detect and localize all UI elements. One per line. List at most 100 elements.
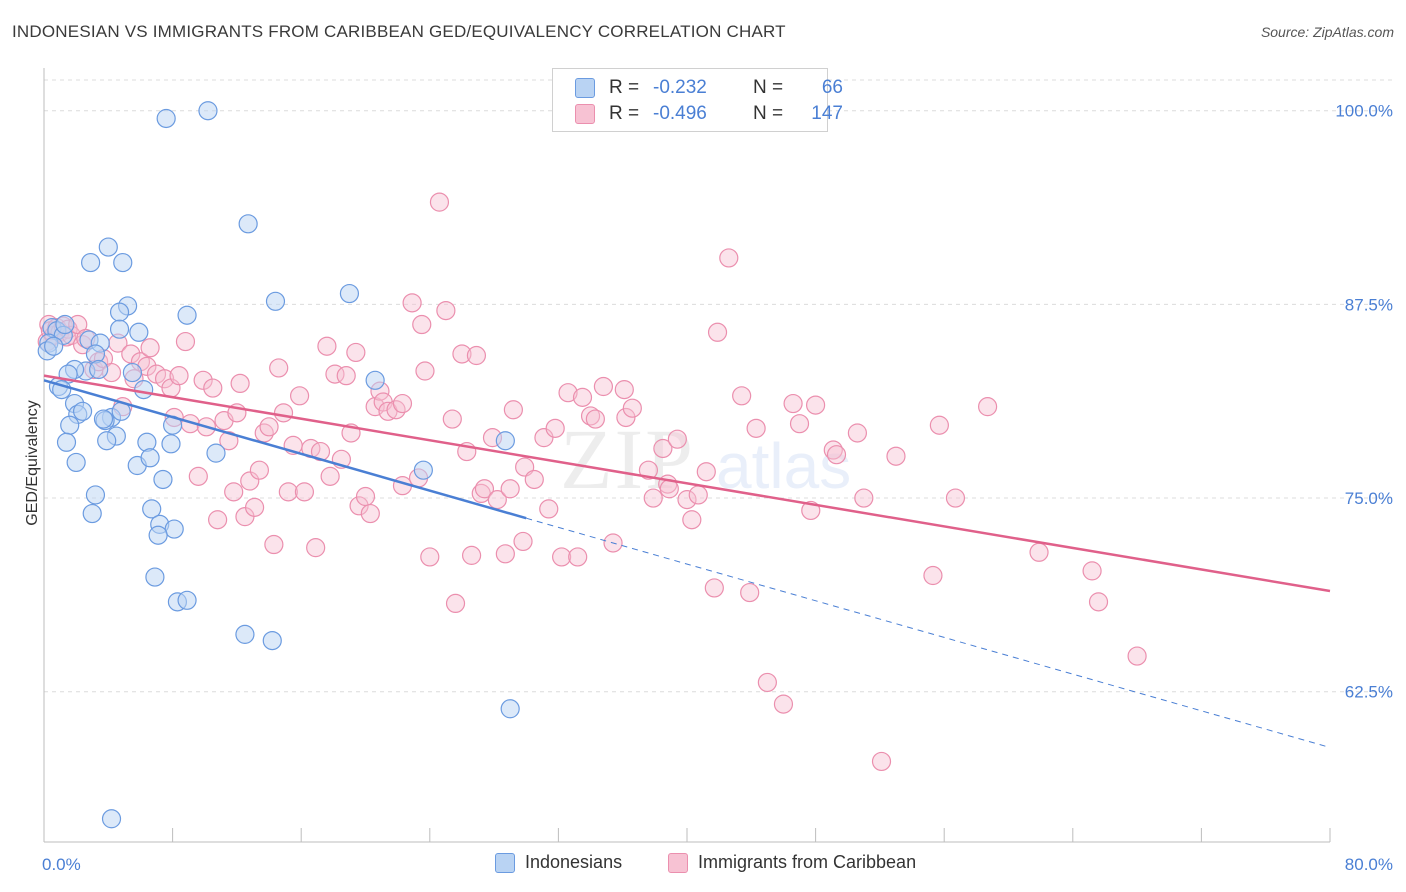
legend-item-indonesians: Indonesians — [495, 852, 622, 873]
data-point-caribbean — [585, 409, 605, 429]
data-point-indonesian — [177, 305, 197, 325]
data-point-indonesian — [56, 432, 77, 452]
data-point-caribbean — [746, 418, 766, 438]
data-point-caribbean — [289, 386, 310, 406]
data-point-caribbean — [175, 331, 196, 352]
data-point-caribbean — [552, 547, 572, 567]
x-tick-label: 80.0% — [1345, 855, 1393, 874]
data-point-indonesian — [85, 485, 106, 505]
data-point-caribbean — [429, 192, 450, 212]
data-point-caribbean — [1082, 561, 1102, 581]
data-point-indonesian — [93, 409, 114, 429]
legend-swatch-blue — [495, 852, 515, 873]
data-point-caribbean — [732, 386, 752, 406]
data-point-caribbean — [269, 358, 289, 378]
data-point-indonesian — [198, 101, 218, 121]
data-point-caribbean — [264, 534, 284, 555]
data-point-caribbean — [677, 490, 697, 510]
trend-lines — [43, 374, 1331, 748]
data-point-caribbean — [667, 429, 687, 449]
data-point-caribbean — [121, 344, 141, 364]
data-point-caribbean — [445, 593, 466, 614]
data-point-indonesian — [44, 336, 64, 356]
trend-line-caribbean — [43, 374, 1331, 593]
data-point-caribbean — [461, 545, 482, 565]
data-point-caribbean — [140, 338, 160, 358]
data-point-caribbean — [346, 342, 366, 363]
data-point-indonesian — [66, 452, 86, 473]
chart-source: Source: ZipAtlas.com — [1260, 24, 1394, 40]
data-point-caribbean — [249, 460, 270, 480]
data-point-indonesian — [142, 499, 162, 519]
y-tick-label: 62.5% — [1345, 683, 1393, 702]
legend-row-caribbean: R = -0.496 N = 147 — [575, 103, 843, 125]
data-point-caribbean — [442, 409, 462, 429]
data-point-caribbean — [474, 479, 495, 499]
y-tick-label: 75.0% — [1345, 489, 1393, 508]
data-point-caribbean — [622, 398, 642, 418]
legend-r-value: -0.496 — [653, 103, 707, 124]
data-point-caribbean — [259, 417, 279, 437]
data-point-indonesian — [206, 443, 226, 463]
data-point-caribbean — [682, 510, 702, 530]
data-point-caribbean — [503, 400, 523, 420]
data-point-caribbean — [805, 395, 826, 415]
data-point-caribbean — [558, 383, 578, 403]
y-axis-label: GED/Equivalency — [24, 400, 41, 525]
data-point-indonesian — [413, 460, 433, 480]
data-point-indonesian — [145, 567, 165, 587]
legend-r-value: -0.232 — [653, 77, 707, 98]
data-point-indonesian — [113, 252, 133, 273]
data-point-indonesian — [365, 370, 385, 390]
data-point-caribbean — [294, 482, 315, 502]
data-point-indonesian — [177, 590, 197, 610]
trend-line-indonesians-extension — [526, 517, 1331, 748]
data-point-indonesian — [339, 283, 360, 304]
legend-swatch-blue — [575, 78, 595, 98]
data-point-caribbean — [643, 488, 663, 508]
data-point-indonesian — [81, 252, 101, 273]
data-point-caribbean — [545, 418, 565, 438]
legend-swatch-pink — [575, 104, 595, 124]
legend-swatch-pink — [668, 852, 688, 873]
data-point-indonesian — [129, 322, 149, 342]
data-point-indonesian — [148, 525, 168, 545]
data-point-indonesian — [60, 415, 80, 435]
data-point-indonesian — [82, 503, 102, 524]
data-point-indonesian — [140, 448, 160, 468]
legend-item-caribbean: Immigrants from Caribbean — [668, 852, 916, 873]
data-point-caribbean — [696, 462, 716, 482]
legend-n-label: N = — [753, 77, 784, 98]
data-point-caribbean — [306, 538, 326, 558]
legend-r-label: R = — [609, 103, 640, 124]
data-point-caribbean — [826, 445, 847, 465]
data-point-caribbean — [320, 466, 340, 486]
series-legend: Indonesians Immigrants from Caribbean — [0, 852, 1406, 878]
legend-label-caribbean: Immigrants from Caribbean — [698, 852, 917, 872]
data-point-caribbean — [688, 485, 708, 505]
data-point-caribbean — [273, 403, 294, 423]
data-point-caribbean — [854, 488, 874, 508]
data-point-indonesian — [153, 469, 173, 490]
legend-n-value: 66 — [821, 77, 843, 98]
data-point-caribbean — [402, 293, 422, 313]
data-point-indonesian — [161, 434, 181, 454]
legend-row-indonesians: R = -0.232 N = 66 — [575, 77, 843, 99]
stats-legend: R = -0.232 N = 66 R = -0.496 N = 147 — [552, 68, 843, 132]
data-point-caribbean — [757, 672, 777, 693]
data-point-caribbean — [203, 378, 223, 398]
data-point-caribbean — [495, 544, 515, 564]
chart-title: INDONESIAN VS IMMIGRANTS FROM CARIBBEAN … — [12, 22, 786, 41]
data-point-caribbean — [219, 431, 239, 451]
data-point-caribbean — [945, 488, 966, 508]
data-point-caribbean — [638, 460, 659, 480]
data-point-caribbean — [539, 499, 559, 519]
data-point-caribbean — [704, 578, 724, 598]
data-point-caribbean — [466, 345, 487, 366]
data-point-caribbean — [929, 415, 949, 435]
data-point-indonesian — [109, 302, 130, 322]
data-point-caribbean — [230, 373, 250, 394]
data-point-caribbean — [593, 376, 614, 397]
data-point-caribbean — [349, 496, 369, 516]
